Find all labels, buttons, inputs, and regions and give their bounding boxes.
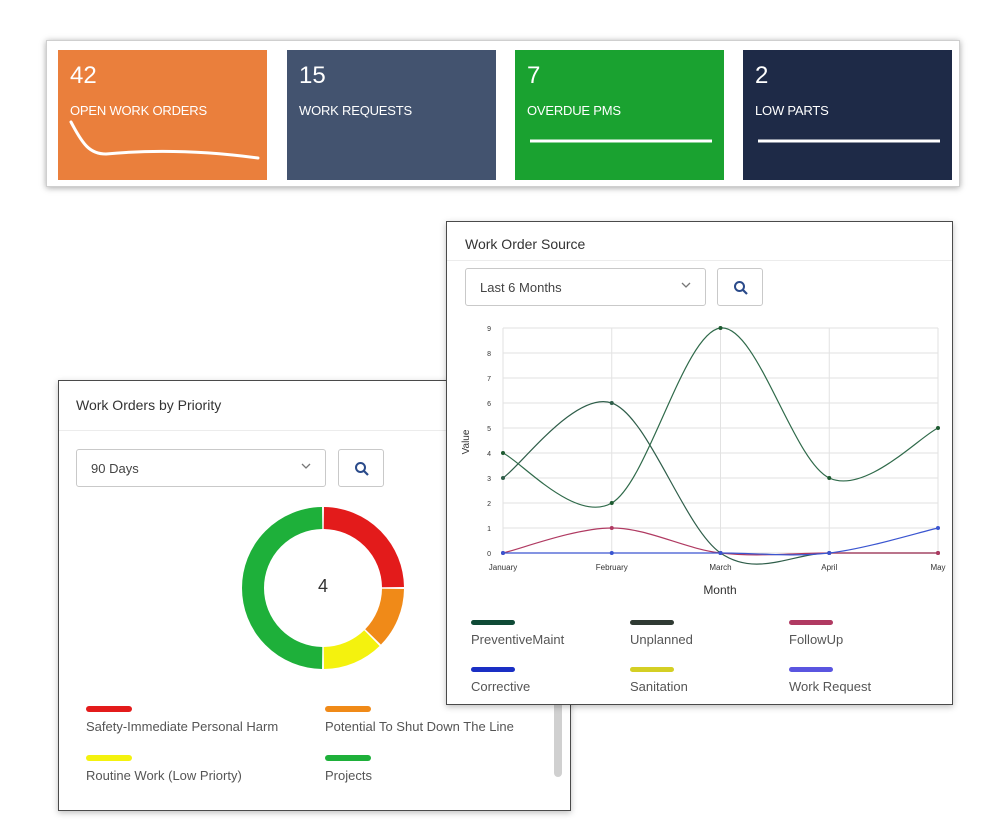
panel-title: Work Order Source [465,236,586,252]
x-tick-label: February [596,563,628,572]
divider [447,260,952,261]
legend-swatch [630,667,674,672]
sparkline-icon [530,139,712,143]
chevron-down-icon [301,463,311,469]
chevron-down-icon [681,282,691,288]
divider [59,430,570,431]
range-select[interactable]: 90 Days [76,449,326,487]
data-point[interactable] [936,526,940,530]
legend-item-work-request[interactable]: Work Request [789,679,872,694]
range-select-value: 90 Days [91,461,139,476]
search-button[interactable] [717,268,763,306]
y-tick-label: 9 [487,326,491,333]
kpi-label: WORK REQUESTS [299,103,412,118]
legend-item-corrective[interactable]: Corrective [471,679,531,694]
kpi-value: 7 [527,62,541,89]
legend-swatch [471,667,515,672]
y-tick-label: 4 [487,451,491,458]
legend-swatch [86,755,132,761]
legend-swatch [471,620,515,625]
search-icon [734,281,748,295]
legend-item-followup[interactable]: FollowUp [789,632,844,647]
x-tick-label: May [930,563,945,572]
search-button[interactable] [338,449,384,487]
y-tick-label: 3 [487,476,491,483]
data-point[interactable] [718,551,723,555]
y-axis-label: Value [461,429,472,454]
data-point[interactable] [718,326,723,330]
donut-slice[interactable] [323,629,380,669]
data-point[interactable] [609,526,614,530]
data-point[interactable] [827,551,832,555]
legend-swatch [325,706,371,712]
legend-swatch [789,620,833,625]
sparkline-icon [758,139,940,143]
kpi-label: LOW PARTS [755,103,829,118]
kpi-value: 42 [70,62,97,89]
sparkline-icon [69,120,260,160]
legend-item-routine[interactable]: Routine Work (Low Priorty) [86,768,242,783]
y-tick-label: 6 [487,401,491,408]
y-tick-label: 8 [487,351,491,358]
legend-item-projects[interactable]: Projects [325,768,372,783]
kpi-strip: 42 OPEN WORK ORDERS 15 WORK REQUESTS 7 O… [46,40,960,187]
data-point[interactable] [501,476,505,480]
donut-center-value: 4 [318,576,328,596]
legend-swatch [630,620,674,625]
x-tick-label: January [489,563,517,572]
y-tick-label: 5 [487,426,491,433]
donut-slice[interactable] [242,507,323,669]
scrollbar[interactable] [554,637,562,777]
data-point[interactable] [609,551,614,555]
x-tick-label: April [821,563,837,572]
legend-swatch [325,755,371,761]
data-point[interactable] [609,401,614,405]
y-tick-label: 0 [487,551,491,558]
priority-donut-chart: 4 [242,507,404,669]
legend-item-preventivemaint[interactable]: PreventiveMaint [471,632,565,647]
range-select[interactable]: Last 6 Months [465,268,706,306]
kpi-open-work-orders[interactable]: 42 OPEN WORK ORDERS [58,50,267,180]
kpi-value: 15 [299,62,326,89]
y-tick-label: 1 [487,526,491,533]
legend-item-unplanned[interactable]: Unplanned [630,632,693,647]
kpi-work-requests[interactable]: 15 WORK REQUESTS [287,50,496,180]
legend-item-sanitation[interactable]: Sanitation [630,679,688,694]
legend-swatch [86,706,132,712]
x-axis-label: Month [703,583,736,597]
y-tick-label: 2 [487,501,491,508]
panel-title: Work Orders by Priority [76,397,222,413]
source-line-chart: 0 1 2 3 4 5 6 7 8 9 January February March April May V… [461,326,946,597]
data-point[interactable] [936,551,940,555]
kpi-value: 2 [755,62,769,89]
range-select-value: Last 6 Months [480,280,562,295]
donut-slice[interactable] [364,588,404,645]
data-point[interactable] [936,426,940,430]
kpi-overdue-pms[interactable]: 7 OVERDUE PMS [515,50,724,180]
legend-item-safety[interactable]: Safety-Immediate Personal Harm [86,719,279,734]
legend-item-shutdown[interactable]: Potential To Shut Down The Line [325,719,514,734]
data-point[interactable] [609,501,614,505]
y-tick-label: 7 [487,376,491,383]
search-icon [355,462,369,476]
kpi-label: OPEN WORK ORDERS [70,103,207,118]
data-point[interactable] [501,451,505,455]
x-tick-label: March [709,563,731,572]
kpi-label: OVERDUE PMS [527,103,621,118]
data-point[interactable] [827,476,832,480]
legend-swatch [789,667,833,672]
data-point[interactable] [501,551,505,555]
kpi-low-parts[interactable]: 2 LOW PARTS [743,50,952,180]
source-panel: Work Order Source Last 6 Months 0 1 2 3 4 5 6 7… [446,221,953,705]
donut-slice[interactable] [323,507,404,588]
